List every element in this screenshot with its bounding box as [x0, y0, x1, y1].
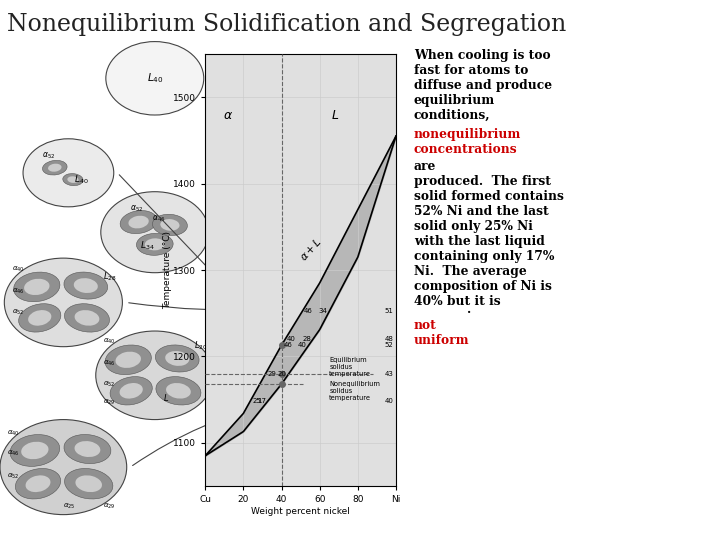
Ellipse shape [48, 164, 61, 172]
Y-axis label: Temperature (°C): Temperature (°C) [163, 231, 172, 309]
Ellipse shape [42, 160, 67, 175]
Text: 40: 40 [298, 342, 307, 348]
Text: When cooling is too
fast for atoms to
diffuse and produce
equilibrium
conditions: When cooling is too fast for atoms to di… [414, 49, 552, 122]
Ellipse shape [128, 216, 149, 228]
Text: $\alpha_{29}$: $\alpha_{29}$ [103, 502, 115, 511]
Text: $\alpha_{46}$: $\alpha_{46}$ [12, 287, 24, 296]
Text: 17: 17 [257, 399, 266, 404]
Ellipse shape [115, 352, 141, 368]
Text: $\alpha_{40}$: $\alpha_{40}$ [103, 337, 115, 346]
Text: 28: 28 [302, 336, 311, 342]
Ellipse shape [165, 351, 189, 366]
Text: $\alpha + L$: $\alpha + L$ [297, 235, 323, 264]
Text: $\alpha_{52}$: $\alpha_{52}$ [103, 380, 115, 389]
Ellipse shape [21, 442, 48, 459]
Ellipse shape [25, 475, 50, 492]
Text: $\alpha_{29}$: $\alpha_{29}$ [103, 397, 115, 407]
Ellipse shape [28, 310, 51, 326]
Text: $\alpha_{52}$: $\alpha_{52}$ [42, 151, 55, 161]
Text: $\alpha$: $\alpha$ [223, 109, 233, 122]
Text: 52: 52 [384, 342, 393, 348]
Text: .: . [467, 303, 472, 316]
Text: Nonequilibrium Solidification and Segregation: Nonequilibrium Solidification and Segreg… [7, 14, 567, 37]
Text: $\alpha_{46}$: $\alpha_{46}$ [7, 449, 19, 458]
X-axis label: Weight percent nickel: Weight percent nickel [251, 507, 350, 516]
Ellipse shape [19, 303, 61, 332]
Ellipse shape [68, 176, 78, 183]
Ellipse shape [120, 383, 143, 399]
Ellipse shape [65, 469, 113, 499]
Text: 34: 34 [318, 308, 328, 314]
Circle shape [23, 139, 114, 207]
Text: $\alpha_{52}$: $\alpha_{52}$ [12, 308, 24, 318]
Text: $\alpha_{25}$: $\alpha_{25}$ [63, 502, 76, 511]
Text: $L_{20}$: $L_{20}$ [194, 339, 208, 352]
Text: 20: 20 [278, 370, 287, 377]
Ellipse shape [156, 376, 201, 405]
Text: $\alpha_{52}$: $\alpha_{52}$ [7, 472, 19, 481]
Text: $L_{40}$: $L_{40}$ [74, 173, 89, 186]
Ellipse shape [105, 345, 151, 375]
Ellipse shape [153, 214, 187, 235]
Ellipse shape [64, 435, 111, 463]
Ellipse shape [64, 272, 108, 299]
Ellipse shape [63, 173, 83, 186]
Circle shape [0, 420, 127, 515]
Ellipse shape [120, 211, 157, 234]
Ellipse shape [75, 441, 100, 457]
Ellipse shape [75, 310, 99, 326]
Text: $\alpha_{52}$: $\alpha_{52}$ [130, 204, 143, 214]
Text: L: L [331, 109, 338, 122]
Ellipse shape [161, 219, 179, 231]
Text: $L_{28}$: $L_{28}$ [103, 271, 117, 283]
Circle shape [96, 331, 214, 420]
Ellipse shape [73, 278, 98, 293]
Text: $\alpha_{46}$: $\alpha_{46}$ [103, 359, 115, 368]
Text: 40: 40 [384, 399, 393, 404]
Text: $\alpha_{40}$: $\alpha_{40}$ [7, 429, 19, 438]
Ellipse shape [14, 272, 60, 302]
Text: 46: 46 [284, 342, 292, 348]
Text: $\alpha_{40}$: $\alpha_{40}$ [12, 265, 24, 274]
Text: 40: 40 [287, 336, 296, 342]
Text: $L_{34}$: $L_{34}$ [140, 239, 155, 252]
Ellipse shape [15, 469, 60, 499]
Text: 48: 48 [384, 336, 393, 342]
Text: $\alpha_{46}$: $\alpha_{46}$ [152, 213, 165, 224]
Ellipse shape [166, 383, 191, 399]
Ellipse shape [156, 345, 199, 372]
Text: $L$: $L$ [163, 392, 170, 403]
Circle shape [101, 192, 209, 273]
Text: 25: 25 [252, 399, 261, 404]
Ellipse shape [145, 238, 165, 251]
Text: are
produced.  The first
solid formed contains
52% Ni and the last
solid only 25: are produced. The first solid formed con… [414, 160, 564, 308]
Circle shape [4, 258, 122, 347]
Circle shape [106, 42, 204, 115]
Text: 46: 46 [304, 308, 313, 314]
Ellipse shape [137, 233, 173, 255]
Ellipse shape [65, 303, 109, 332]
Ellipse shape [76, 475, 102, 492]
Text: nonequilibrium
concentrations: nonequilibrium concentrations [414, 128, 521, 156]
Ellipse shape [10, 435, 60, 467]
Text: 43: 43 [384, 370, 393, 377]
Text: 51: 51 [384, 308, 393, 314]
Text: 29: 29 [268, 370, 276, 377]
Text: $L_{40}$: $L_{40}$ [147, 71, 163, 85]
Text: Nonequilibrium
solidus
temperature: Nonequilibrium solidus temperature [329, 381, 380, 401]
Text: Equilibrium
solidus
temperature: Equilibrium solidus temperature [329, 357, 372, 377]
Text: not
uniform: not uniform [414, 319, 469, 347]
Ellipse shape [24, 279, 50, 295]
Ellipse shape [110, 376, 153, 405]
